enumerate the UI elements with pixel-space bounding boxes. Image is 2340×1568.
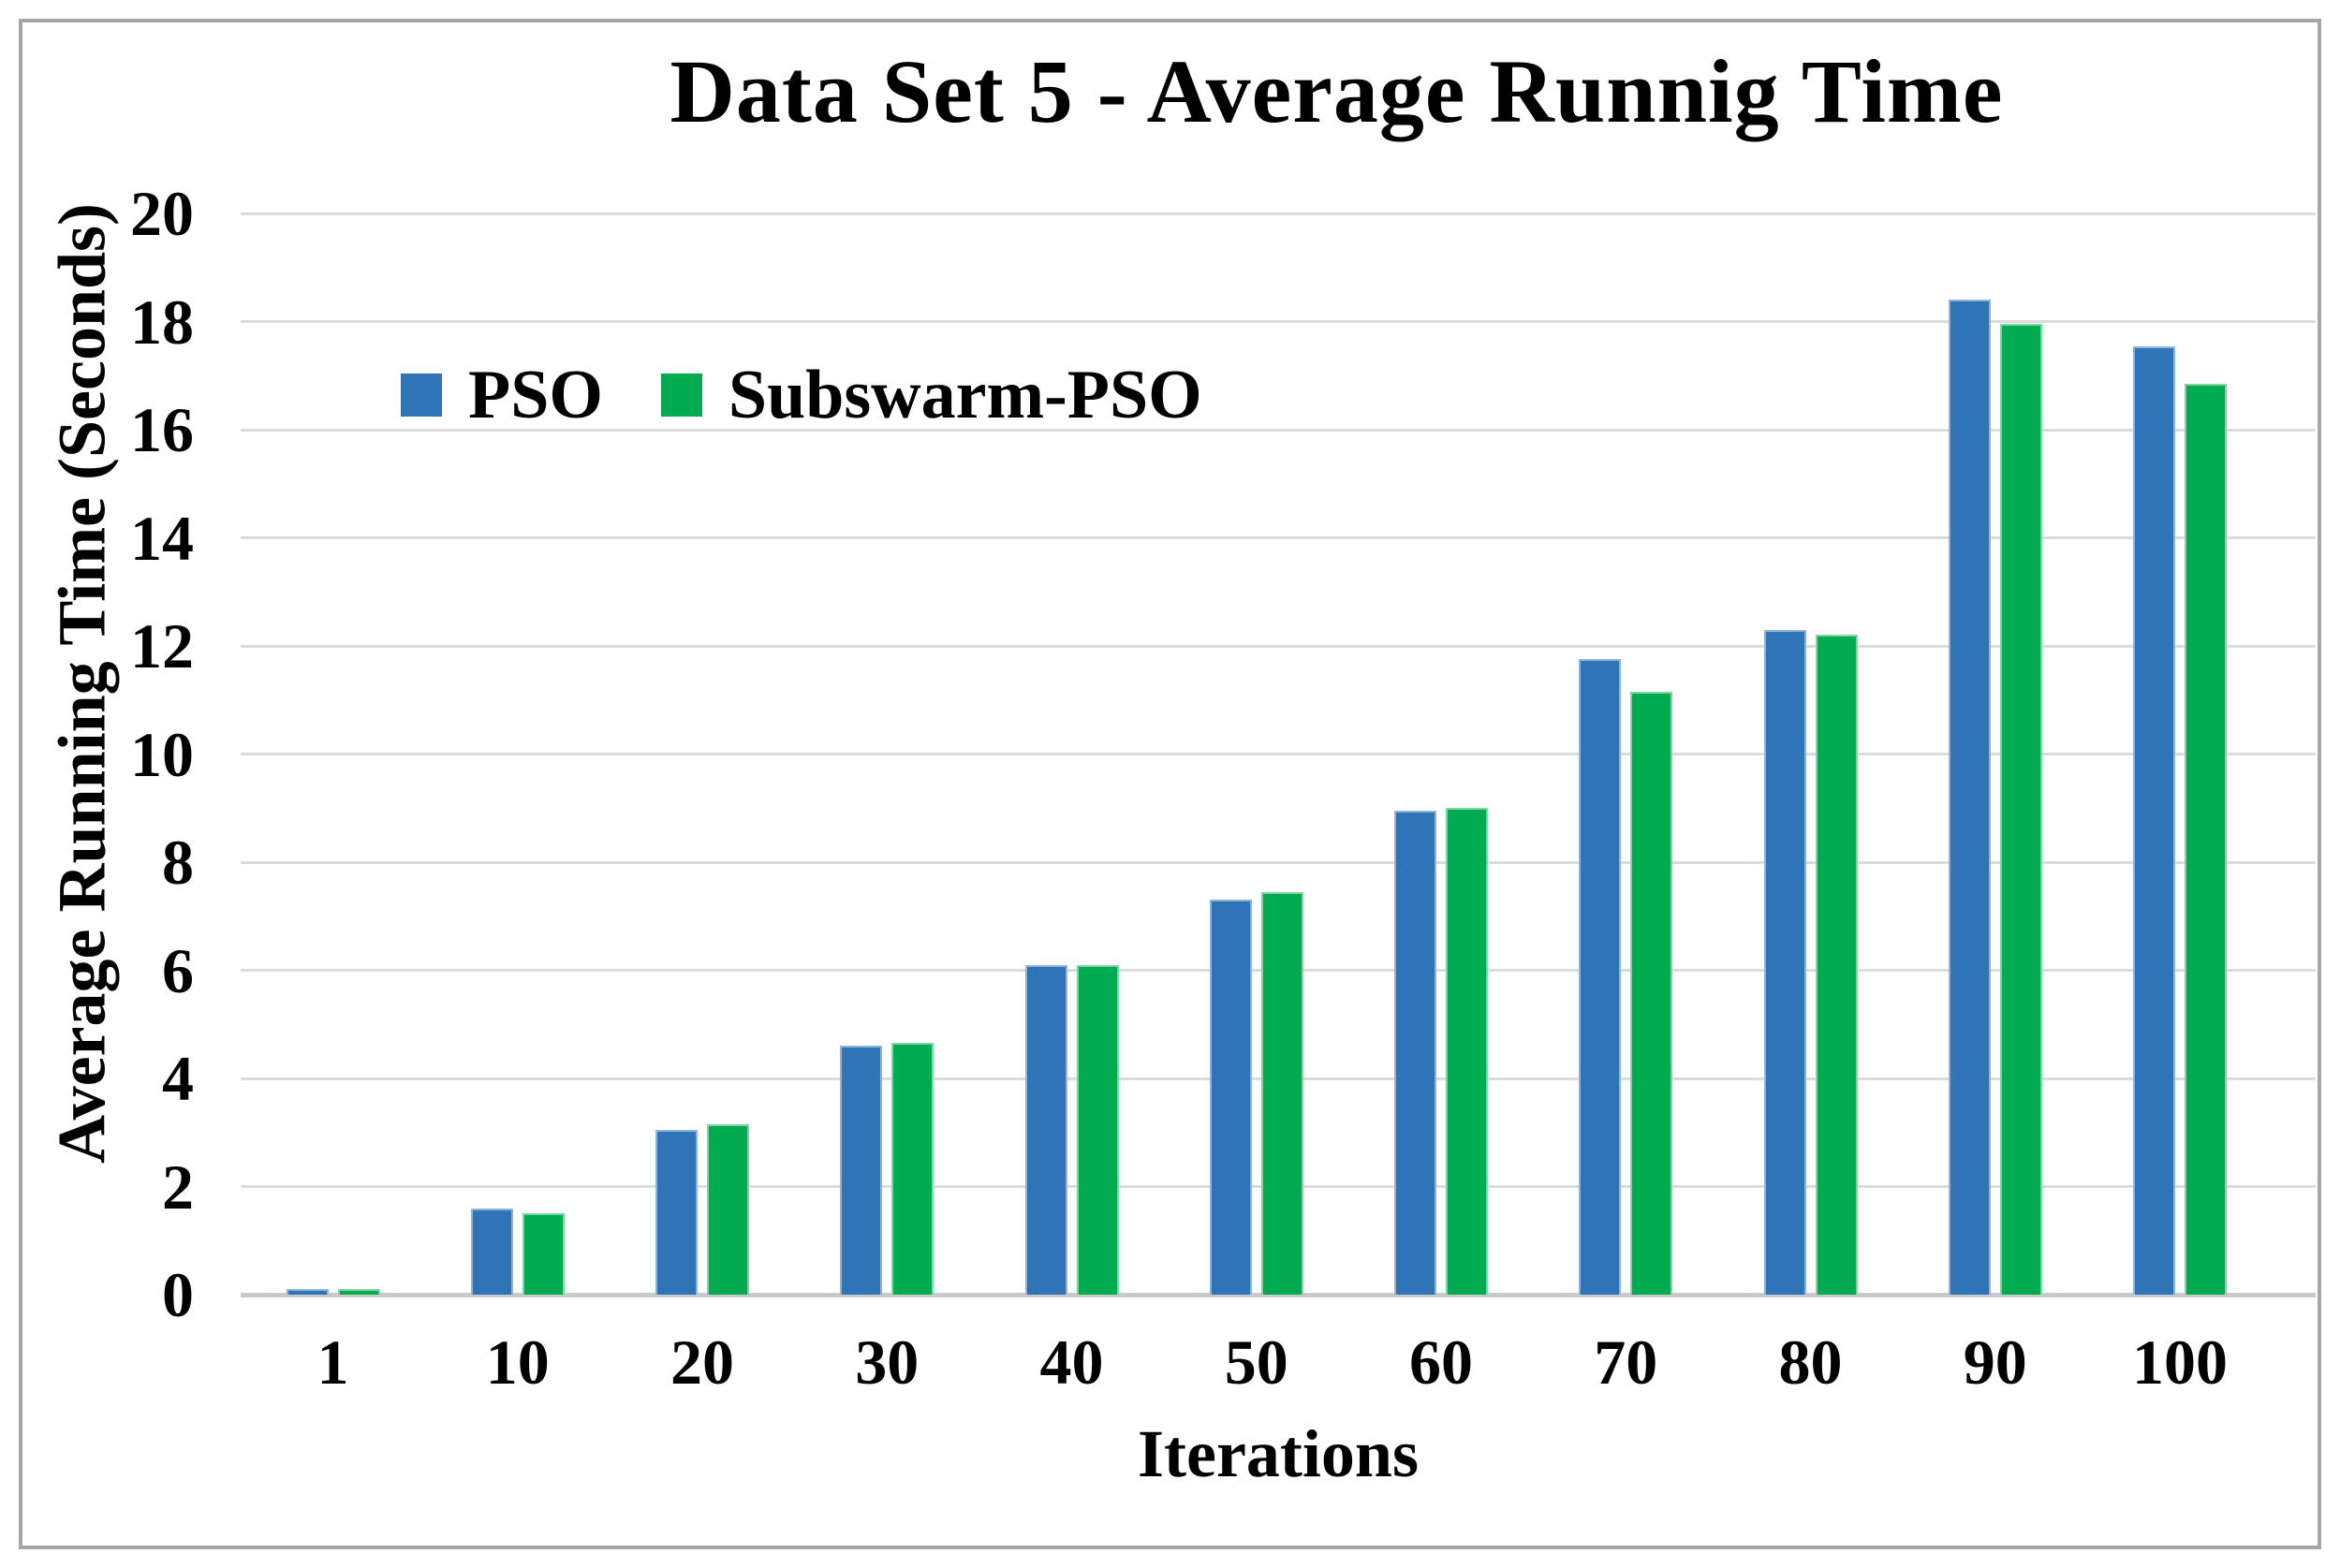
y-tick-label-10: 10	[130, 718, 194, 790]
x-tick-label-90: 90	[1963, 1326, 2027, 1398]
y-tick-label-4: 4	[162, 1043, 194, 1114]
bar-pso-90	[1948, 300, 1991, 1295]
y-axis-tick-labels: 0 2 4 6 8 10 12 14 16 18 20	[0, 182, 194, 1326]
gridline-y-18	[241, 320, 2316, 323]
x-tick-label-1: 1	[316, 1326, 349, 1398]
y-tick-label-12: 12	[130, 610, 194, 681]
legend-label-pso: PSO	[468, 357, 603, 433]
x-axis-line	[241, 1292, 2316, 1297]
x-tick-label-30: 30	[855, 1326, 920, 1398]
bar-pso-1	[286, 1289, 329, 1295]
bar-pso-80	[1763, 629, 1806, 1295]
x-axis-title: Iterations	[1138, 1416, 1419, 1491]
bar-subswarm-pso-50	[1260, 891, 1303, 1295]
y-tick-label-6: 6	[162, 934, 194, 1006]
bar-pso-10	[470, 1208, 513, 1295]
legend-label-subswarm-pso: Subswarm-PSO	[728, 357, 1202, 433]
bar-subswarm-pso-30	[891, 1043, 935, 1295]
plot-area: 1 10 20 30 40 50 60 70 80 90 100	[241, 212, 2316, 1394]
gridline-y-12	[241, 644, 2316, 648]
bar-subswarm-pso-10	[522, 1213, 565, 1295]
legend-item-pso: PSO	[401, 360, 603, 430]
y-tick-label-20: 20	[130, 178, 194, 249]
x-tick-label-60: 60	[1409, 1326, 1473, 1398]
y-tick-label-8: 8	[162, 827, 194, 898]
x-tick-label-40: 40	[1039, 1326, 1104, 1398]
y-tick-label-0: 0	[162, 1259, 194, 1330]
y-tick-label-2: 2	[162, 1150, 194, 1223]
bar-subswarm-pso-1	[337, 1289, 380, 1295]
pso-legend-swatch-icon	[401, 374, 442, 417]
bar-subswarm-pso-20	[707, 1124, 749, 1295]
chart-outer-border	[19, 19, 2321, 1549]
bar-pso-40	[1024, 964, 1067, 1295]
chart-title: Data Set 5 - Average Runnig Time	[670, 41, 2004, 141]
x-tick-label-80: 80	[1778, 1326, 1843, 1398]
bar-pso-60	[1394, 811, 1436, 1295]
bar-subswarm-pso-100	[2185, 383, 2227, 1295]
y-tick-label-18: 18	[130, 286, 194, 358]
x-tick-label-70: 70	[1594, 1326, 1658, 1398]
gridline-y-16	[241, 428, 2316, 432]
gridline-y-14	[241, 536, 2316, 539]
bar-subswarm-pso-60	[1446, 808, 1488, 1295]
bar-pso-70	[1579, 659, 1622, 1295]
bar-subswarm-pso-40	[1076, 964, 1119, 1295]
legend: PSO Subswarm-PSO	[401, 360, 1202, 430]
bar-subswarm-pso-90	[1999, 324, 2042, 1295]
bar-pso-50	[1209, 900, 1252, 1295]
x-tick-label-20: 20	[670, 1326, 734, 1398]
gridline-y-10	[241, 753, 2316, 755]
bar-pso-30	[840, 1046, 883, 1295]
y-tick-label-16: 16	[130, 394, 194, 465]
gridline-y-8	[241, 860, 2316, 864]
x-tick-label-50: 50	[1224, 1326, 1288, 1398]
bar-pso-100	[2133, 345, 2175, 1295]
bar-subswarm-pso-80	[1815, 635, 1858, 1295]
x-tick-label-100: 100	[2132, 1326, 2228, 1398]
subswarm-pso-legend-swatch-icon	[660, 374, 702, 417]
legend-item-subswarm-pso: Subswarm-PSO	[660, 357, 1202, 433]
bar-subswarm-pso-70	[1630, 692, 1673, 1295]
bar-pso-20	[655, 1129, 698, 1295]
y-tick-label-14: 14	[130, 502, 194, 574]
gridline-y-20	[241, 212, 2316, 215]
x-tick-label-10: 10	[485, 1326, 550, 1398]
